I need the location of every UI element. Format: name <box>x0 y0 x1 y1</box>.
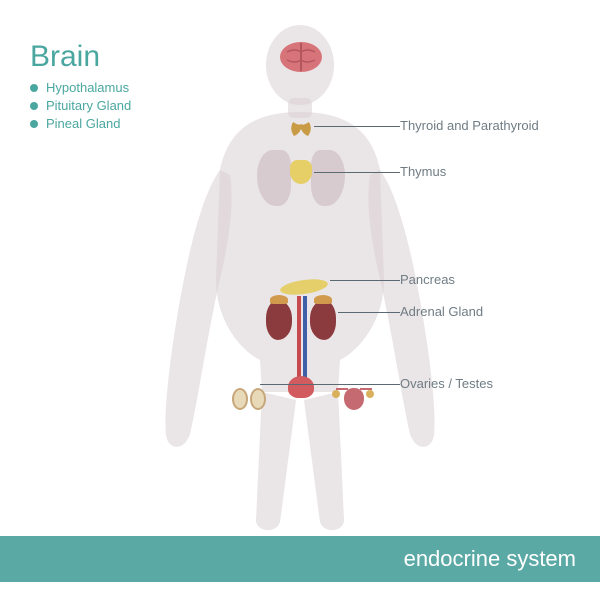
organ-testis-l <box>232 388 248 410</box>
brain-legend-item: Pineal Gland <box>30 116 131 131</box>
brain-legend-title: Brain <box>30 40 131 74</box>
brain-icon <box>279 40 323 74</box>
thyroid-icon <box>289 120 313 138</box>
organ-label-gonads: Ovaries / Testes <box>400 376 493 391</box>
canvas: { "layout": { "width": 600, "height": 60… <box>0 0 600 600</box>
adrenal-cap <box>314 295 332 304</box>
leader-line <box>330 280 400 281</box>
title-text: endocrine system <box>404 546 576 572</box>
brain-legend-item: Hypothalamus <box>30 80 131 95</box>
vessel-vena <box>303 296 307 378</box>
leader-line <box>316 384 350 385</box>
organ-label-thymus: Thymus <box>400 164 446 179</box>
leader-line <box>338 312 400 313</box>
leader-line <box>314 172 400 173</box>
organ-thymus <box>290 160 312 184</box>
bullet-icon <box>30 102 38 110</box>
organ-label-adrenal: Adrenal Gland <box>400 304 483 319</box>
organ-thyroid <box>289 120 313 138</box>
organ-label-pancreas: Pancreas <box>400 272 455 287</box>
title-bar: endocrine system <box>0 536 600 582</box>
organ-kidney-left <box>266 300 292 340</box>
brain-legend-list: Hypothalamus Pituitary Gland Pineal Glan… <box>30 80 131 131</box>
tube-r <box>360 388 372 390</box>
organ-ovary-r <box>366 390 374 398</box>
organ-ovary-l <box>332 390 340 398</box>
brain-legend: Brain Hypothalamus Pituitary Gland Pinea… <box>30 40 131 134</box>
organ-lung-left <box>257 150 291 206</box>
leader-line <box>260 384 316 385</box>
brain-legend-item-label: Pineal Gland <box>46 116 120 131</box>
organ-uterus <box>344 388 364 410</box>
organ-label-thyroid: Thyroid and Parathyroid <box>400 118 539 133</box>
organ-kidney-right <box>310 300 336 340</box>
brain-legend-item-label: Pituitary Gland <box>46 98 131 113</box>
organ-bladder <box>288 376 314 398</box>
vessel-aorta <box>297 296 301 378</box>
bullet-icon <box>30 120 38 128</box>
brain-legend-item-label: Hypothalamus <box>46 80 129 95</box>
brain-legend-item: Pituitary Gland <box>30 98 131 113</box>
organ-testis-r <box>250 388 266 410</box>
bullet-icon <box>30 84 38 92</box>
tube-l <box>336 388 348 390</box>
organ-brain <box>279 40 323 74</box>
leader-line <box>314 126 400 127</box>
adrenal-cap <box>270 295 288 304</box>
